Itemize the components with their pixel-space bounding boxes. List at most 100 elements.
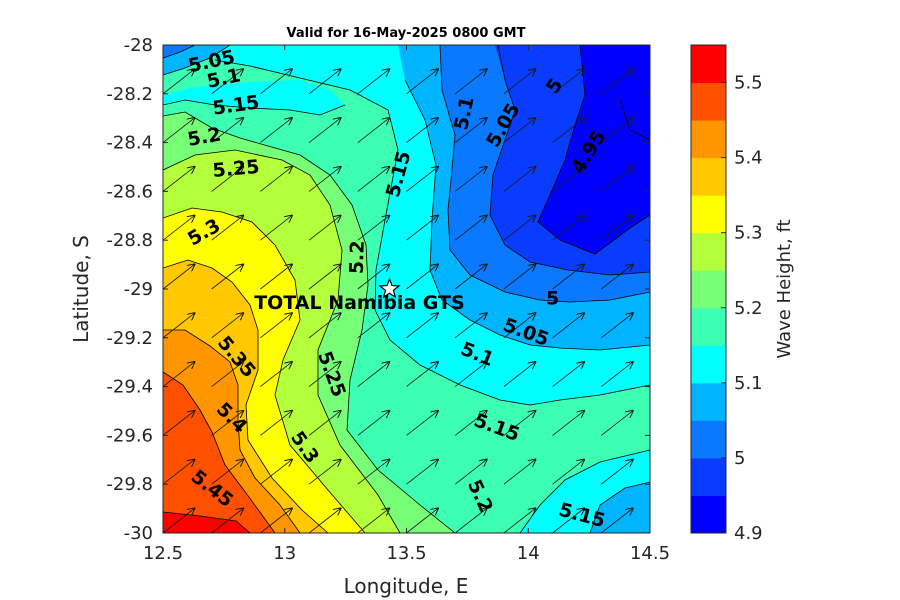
wind-vector-arrow bbox=[503, 313, 536, 339]
colorbar-tick-label: 4.9 bbox=[734, 523, 763, 544]
wind-vector-arrow bbox=[211, 45, 213, 46]
x-axis-ticks: 12.5 13 13.5 14 14.5 bbox=[143, 45, 670, 564]
wind-vector-arrow bbox=[552, 167, 585, 192]
wind-vector-arrow bbox=[163, 118, 195, 143]
wind-vector-arrow bbox=[454, 69, 487, 95]
wind-vector-arrow bbox=[211, 508, 244, 533]
wind-vector-arrow bbox=[406, 69, 439, 95]
wind-vector-arrow bbox=[552, 118, 585, 143]
colorbar-swatch bbox=[691, 195, 726, 234]
wind-vector-arrow bbox=[454, 460, 487, 485]
wind-vector-arrow bbox=[601, 460, 633, 485]
contour-lines bbox=[163, 45, 650, 533]
wind-vector-arrow bbox=[260, 118, 292, 143]
site-star-icon bbox=[378, 277, 401, 299]
y-tick-label: -30 bbox=[124, 523, 153, 544]
wind-vector-arrow bbox=[552, 411, 585, 436]
wind-vector-arrow bbox=[454, 411, 487, 436]
wind-vector-arrow bbox=[552, 508, 585, 533]
wind-vector-arrow bbox=[308, 362, 341, 387]
y-tick-label: -28 bbox=[124, 35, 153, 56]
wind-vector-arrow bbox=[503, 167, 536, 192]
wind-vector-arrow bbox=[260, 362, 292, 387]
wind-vector-arrow bbox=[308, 264, 341, 290]
y-tick-label: -28.4 bbox=[106, 133, 153, 154]
band-5-1-se bbox=[590, 482, 650, 533]
wind-vector-arrow bbox=[163, 167, 195, 192]
colorbar-tick-label: 5.3 bbox=[734, 223, 763, 244]
wind-vector-arrow bbox=[357, 362, 390, 387]
wind-vector-arrow bbox=[601, 264, 633, 290]
wind-vector-arrow bbox=[406, 313, 439, 339]
colorbar-label: Wave Height, ft bbox=[774, 219, 795, 358]
colorbar-swatch bbox=[691, 157, 726, 196]
wind-vector-arrow bbox=[260, 167, 292, 192]
chart-title: Valid for 16-May-2025 0800 GMT bbox=[287, 26, 526, 41]
wind-vector-arrow bbox=[163, 460, 195, 485]
wind-vector-arrow bbox=[649, 288, 650, 289]
wind-vector-arrow bbox=[406, 264, 439, 290]
wind-vector-arrow bbox=[163, 264, 195, 290]
wind-vector-arrow bbox=[552, 69, 585, 95]
y-tick-label: -29 bbox=[124, 279, 153, 300]
wind-vector-arrow bbox=[308, 118, 341, 143]
wind-vector-arrow bbox=[552, 216, 585, 241]
wind-vector-arrow bbox=[406, 118, 439, 143]
wind-vector-arrow bbox=[163, 411, 195, 436]
site-marker: TOTAL Namibia GTS bbox=[254, 277, 465, 314]
wind-vector-arrow bbox=[211, 216, 244, 241]
wind-vector-arrow bbox=[163, 362, 195, 387]
y-tick-label: -29.4 bbox=[106, 377, 153, 398]
x-tick-label: 14 bbox=[517, 543, 540, 564]
wind-vector-arrow bbox=[601, 411, 633, 436]
wind-vector-arrow bbox=[260, 69, 292, 95]
wind-vector-arrow bbox=[454, 264, 487, 290]
wind-vector-arrow bbox=[357, 508, 390, 533]
colorbar-frame bbox=[690, 44, 727, 534]
wind-vector-arrow bbox=[211, 264, 244, 290]
wind-vector-arrow bbox=[357, 411, 390, 436]
wind-vector-arrow bbox=[454, 118, 487, 143]
colorbar-tick-label: 5.2 bbox=[734, 298, 763, 319]
colorbar-swatch bbox=[691, 232, 726, 271]
wind-vector-arrow bbox=[649, 190, 650, 192]
wind-vector-arrow bbox=[454, 362, 487, 387]
wind-vector-arrow bbox=[260, 411, 292, 436]
wind-vector-arrow bbox=[454, 508, 487, 533]
wind-vector-field bbox=[163, 45, 650, 533]
wind-vector-arrow bbox=[357, 167, 390, 192]
colorbar-swatch bbox=[691, 45, 726, 84]
wind-vector-arrow bbox=[503, 460, 536, 485]
site-label: TOTAL Namibia GTS bbox=[254, 292, 465, 314]
colorbar-swatch bbox=[691, 457, 726, 496]
wind-vector-arrow bbox=[163, 313, 195, 339]
band-5-15-nw bbox=[163, 80, 345, 115]
wind-vector-arrow bbox=[163, 508, 195, 533]
wind-vector-arrow bbox=[211, 362, 244, 387]
wind-vector-arrow bbox=[357, 460, 390, 485]
wind-vector-arrow bbox=[454, 216, 487, 241]
wind-vector-arrow bbox=[649, 239, 650, 241]
x-tick-label: 14.5 bbox=[630, 543, 670, 564]
wind-vector-arrow bbox=[503, 118, 536, 143]
wind-vector-arrow bbox=[552, 460, 585, 485]
wind-vector-arrow bbox=[406, 460, 439, 485]
colorbar-swatch bbox=[691, 420, 726, 459]
wind-vector-arrow bbox=[454, 313, 487, 339]
wind-vector-arrow bbox=[649, 483, 650, 485]
wind-vector-arrow bbox=[649, 142, 650, 143]
colorbar-tick-label: 5.4 bbox=[734, 148, 763, 169]
colorbar-tick-label: 5.1 bbox=[734, 373, 763, 394]
wind-vector-arrow bbox=[406, 411, 439, 436]
wind-vector-arrow bbox=[503, 411, 536, 436]
wind-vector-arrow bbox=[211, 460, 244, 485]
colorbar: 4.9 5 5.1 5.2 5.3 5.4 5.5 bbox=[690, 44, 763, 544]
y-tick-label: -29.8 bbox=[106, 474, 153, 495]
wind-vector-arrow bbox=[552, 313, 585, 339]
wind-vector-arrow bbox=[503, 69, 536, 95]
wind-vector-arrow bbox=[308, 216, 341, 241]
y-tick-label: -28.2 bbox=[106, 84, 153, 105]
wind-vector-arrow bbox=[260, 216, 292, 241]
contour-label: 5 bbox=[546, 287, 559, 309]
colorbar-swatch bbox=[691, 270, 726, 309]
